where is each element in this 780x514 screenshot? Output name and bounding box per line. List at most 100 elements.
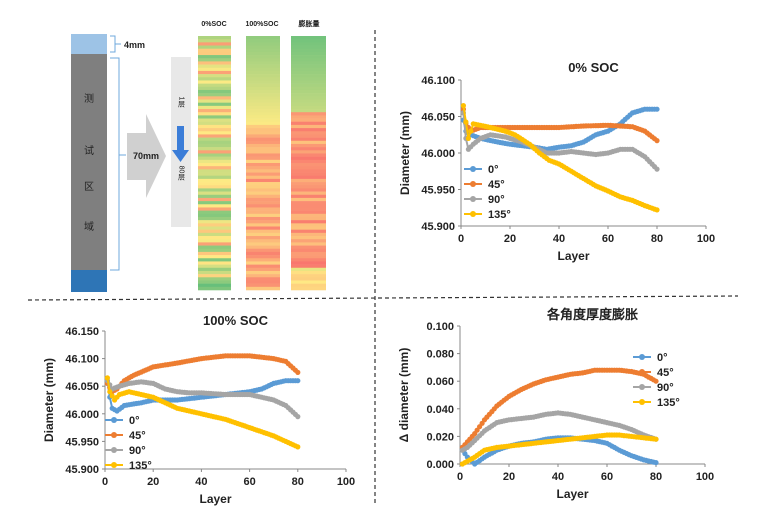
heat-strip-row xyxy=(246,143,280,148)
legend-swatch-marker xyxy=(639,369,645,375)
x-tick-label: 100 xyxy=(337,476,355,488)
heat-strip-row xyxy=(198,134,231,138)
heat-strip-row xyxy=(246,166,280,170)
data-point xyxy=(654,207,660,213)
heat-strip-row xyxy=(291,118,326,123)
heat-strip-row xyxy=(198,207,231,211)
heat-strip-row xyxy=(291,112,326,116)
heat-strip-row xyxy=(198,61,231,65)
heat-strip-row xyxy=(198,156,231,161)
heat-strip-row xyxy=(291,143,326,148)
heat-strip-row xyxy=(246,264,280,269)
series-45-deg xyxy=(459,367,659,450)
heat-strip-row xyxy=(198,236,231,240)
heat-strip-row xyxy=(198,70,231,75)
bracket-4mm xyxy=(110,35,121,53)
heat-strip-row xyxy=(246,226,280,230)
heatmap-strips xyxy=(198,36,326,291)
data-point xyxy=(107,389,113,395)
y-tick-label: 46.000 xyxy=(421,148,455,160)
heat-strip-row xyxy=(291,267,326,272)
data-point xyxy=(465,135,471,141)
data-point xyxy=(109,393,115,399)
test-region-char-2: 试 xyxy=(84,144,94,157)
legend-swatch-marker xyxy=(470,196,476,202)
heat-strip-row xyxy=(198,39,231,43)
heat-strip-row xyxy=(198,274,231,278)
heat-strip-row xyxy=(246,64,280,69)
heat-strip-row xyxy=(291,207,326,211)
heat-strip-row xyxy=(291,150,326,154)
chart-100soc: 100% SOC 45.900 45.950 46.000 46.050 46.100 46… xyxy=(42,313,355,506)
heat-strip-row xyxy=(198,270,231,275)
heat-strip-row xyxy=(246,213,280,218)
y-tick-label: 0.040 xyxy=(426,404,454,416)
legend-label: 45° xyxy=(488,179,505,191)
heat-strip-row xyxy=(198,121,231,126)
heat-strip-row xyxy=(198,36,231,40)
heat-strip-row xyxy=(291,77,326,81)
heat-strip-row xyxy=(291,175,326,180)
heat-strip-row xyxy=(291,255,326,259)
heat-strip-row xyxy=(291,223,326,227)
heat-strip-row xyxy=(246,236,280,240)
heat-strip-row xyxy=(246,248,280,253)
heat-strip-row xyxy=(198,128,231,132)
heat-strip-row xyxy=(198,258,231,262)
legend-swatch-marker xyxy=(111,432,117,438)
heat-strip-row xyxy=(198,216,231,221)
heat-strip-row xyxy=(198,191,231,196)
legend-item: 135° xyxy=(633,397,680,409)
data-point xyxy=(463,119,469,125)
heat-strip-row xyxy=(291,245,326,250)
heat-strip-row xyxy=(291,67,326,72)
heat-strip-row xyxy=(291,153,326,157)
heat-strip-row xyxy=(246,61,280,65)
heat-strip-row xyxy=(198,140,231,145)
legend-item: 0° xyxy=(105,415,140,427)
legend-label: 90° xyxy=(657,382,674,394)
heat-strip-row xyxy=(246,245,280,250)
heat-strip-row xyxy=(291,105,326,110)
heat-strip-row xyxy=(291,277,326,281)
test-region-char-1: 测 xyxy=(84,92,94,105)
series-135-deg xyxy=(460,103,660,213)
data-point xyxy=(460,103,466,109)
heat-strip-row xyxy=(291,213,326,218)
x-tick-label: 80 xyxy=(292,476,304,488)
legend-item: 0° xyxy=(633,352,668,364)
heat-strip-row xyxy=(291,115,326,119)
heat-strip-row xyxy=(246,286,280,291)
heat-strip-row xyxy=(291,121,326,126)
heat-strip-row xyxy=(291,39,326,43)
layer-arrow-head xyxy=(172,150,189,162)
legend-item: 90° xyxy=(105,445,146,457)
data-point xyxy=(653,436,659,442)
y-tick-label: 45.900 xyxy=(65,464,99,476)
heat-strip-row xyxy=(246,150,280,154)
heat-strip-row xyxy=(198,172,231,176)
heat-strip-row xyxy=(198,124,231,129)
heat-strip-row xyxy=(246,112,280,116)
heat-strip-row xyxy=(198,242,231,246)
chart-title: 100% SOC xyxy=(203,313,269,328)
heat-strip-row xyxy=(246,280,280,284)
heat-strip-row xyxy=(246,191,280,196)
heat-strip-row xyxy=(198,197,231,202)
data-point xyxy=(654,138,660,144)
heat-strip-row xyxy=(246,188,280,192)
series-line xyxy=(461,411,657,452)
heat-strip-row xyxy=(246,36,280,40)
y-tick-label: 0.000 xyxy=(426,459,454,471)
x-tick-label: 0 xyxy=(458,233,464,245)
heat-strip-row xyxy=(246,277,280,281)
heat-strip-row xyxy=(291,48,326,53)
heat-strip-row xyxy=(198,213,231,218)
heat-strip-row xyxy=(246,74,280,78)
heat-strip-row xyxy=(198,166,231,170)
heat-strip-row xyxy=(198,74,231,78)
chart-0soc: 0% SOC 45.900 45.950 46.000 46.050 46.100 0 20 4… xyxy=(398,60,715,263)
heat-strip-row xyxy=(246,105,280,110)
y-tick-label: 46.100 xyxy=(421,75,455,87)
heat-strip-row xyxy=(246,77,280,81)
